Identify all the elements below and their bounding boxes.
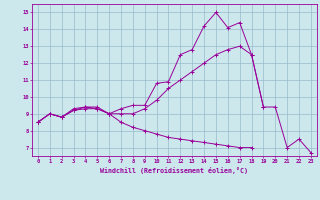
X-axis label: Windchill (Refroidissement éolien,°C): Windchill (Refroidissement éolien,°C) (100, 167, 248, 174)
